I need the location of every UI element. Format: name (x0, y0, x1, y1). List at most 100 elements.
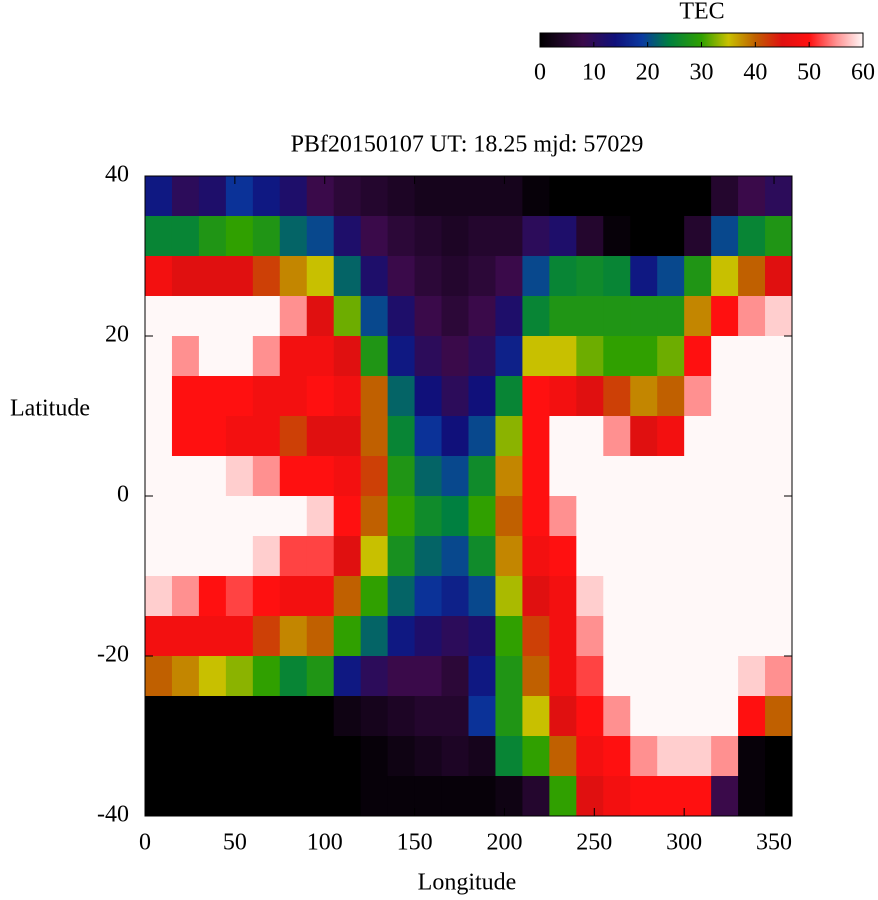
heatmap-cell (657, 776, 685, 817)
heatmap-cell (441, 616, 469, 657)
heatmap-cell (171, 336, 200, 377)
heatmap-cell (225, 456, 254, 497)
heatmap-cell (279, 296, 308, 337)
heatmap-cell (657, 616, 685, 657)
heatmap-cell (630, 616, 658, 657)
heatmap-cell (252, 736, 281, 777)
heatmap-cell (441, 696, 469, 737)
heatmap-cell (711, 576, 739, 617)
colorbar-tick-label: 20 (636, 60, 660, 86)
heatmap-cell (198, 616, 227, 657)
heatmap-cell (738, 336, 766, 377)
heatmap-cell (333, 456, 362, 497)
heatmap-cell (738, 776, 766, 817)
heatmap-cell (171, 576, 200, 617)
heatmap-cell (306, 216, 335, 257)
x-tick-label: 250 (576, 830, 612, 856)
heatmap-cell (468, 256, 496, 297)
heatmap-cell (495, 536, 523, 577)
heatmap-cell (522, 296, 550, 337)
heatmap-cell (414, 296, 443, 337)
heatmap-cell (441, 256, 469, 297)
heatmap-cell (145, 256, 173, 297)
heatmap-cell (360, 576, 389, 617)
heatmap-cell (630, 176, 658, 217)
heatmap-cell (198, 216, 227, 257)
heatmap-cell (387, 456, 416, 497)
heatmap-cell (603, 416, 631, 457)
heatmap-cell (495, 176, 523, 217)
heatmap-cell (387, 336, 416, 377)
heatmap-cell (225, 216, 254, 257)
heatmap-cell (360, 496, 389, 537)
heatmap-cell (522, 496, 550, 537)
heatmap-cell (414, 576, 443, 617)
heatmap-cell (145, 216, 173, 257)
heatmap-cell (306, 616, 335, 657)
colorbar-label: TEC (679, 0, 724, 25)
heatmap-cell (522, 416, 550, 457)
heatmap-cell (145, 696, 173, 737)
heatmap-cell (145, 416, 173, 457)
heatmap-cell (171, 256, 200, 297)
heatmap-cell (603, 256, 631, 297)
heatmap-cell (387, 536, 416, 577)
heatmap-cell (765, 376, 793, 417)
heatmap-cell (333, 176, 362, 217)
heatmap-cell (657, 176, 685, 217)
heatmap-cell (252, 456, 281, 497)
heatmap-cell (198, 656, 227, 697)
heatmap-cell (171, 216, 200, 257)
colorbar-tick-label: 0 (534, 60, 546, 86)
heatmap-cell (576, 576, 604, 617)
heatmap-cell (711, 456, 739, 497)
heatmap-cell (765, 576, 793, 617)
heatmap-cell (414, 336, 443, 377)
x-axis-label: Longitude (418, 870, 517, 896)
heatmap-cell (306, 776, 335, 817)
heatmap-cell (387, 696, 416, 737)
heatmap-cell (306, 656, 335, 697)
heatmap-cell (765, 696, 793, 737)
heatmap-cell (495, 616, 523, 657)
heatmap-cell (603, 616, 631, 657)
heatmap-cell (145, 296, 173, 337)
heatmap-cell (198, 776, 227, 817)
heatmap-cell (657, 696, 685, 737)
heatmap-cell (198, 296, 227, 337)
heatmap-cell (522, 336, 550, 377)
heatmap-cell (495, 296, 523, 337)
heatmap-cell (684, 456, 712, 497)
heatmap-cell (522, 776, 550, 817)
heatmap-cell (603, 536, 631, 577)
heatmap-cell (765, 416, 793, 457)
heatmap-cell (252, 376, 281, 417)
heatmap-cell (765, 176, 793, 217)
heatmap-cell (495, 456, 523, 497)
heatmap-cell (603, 776, 631, 817)
heatmap-cell (171, 416, 200, 457)
heatmap-cell (495, 496, 523, 537)
heatmap-cell (711, 736, 739, 777)
heatmap-cell (684, 576, 712, 617)
heatmap-cell (279, 496, 308, 537)
heatmap-cell (306, 176, 335, 217)
heatmap-cell (738, 256, 766, 297)
heatmap-cell (414, 616, 443, 657)
heatmap-cell (387, 616, 416, 657)
heatmap-cell (468, 616, 496, 657)
heatmap-cell (279, 776, 308, 817)
heatmap-cell (171, 176, 200, 217)
heatmap-cell (711, 776, 739, 817)
heatmap-cell (198, 256, 227, 297)
heatmap-cell (576, 416, 604, 457)
x-tick-label: 50 (223, 830, 247, 856)
heatmap-cell (468, 416, 496, 457)
heatmap-cell (657, 736, 685, 777)
heatmap-cell (468, 296, 496, 337)
heatmap-cell (333, 496, 362, 537)
heatmap-cell (414, 216, 443, 257)
heatmap-cell (441, 216, 469, 257)
heatmap-cell (171, 536, 200, 577)
heatmap-cell (468, 336, 496, 377)
